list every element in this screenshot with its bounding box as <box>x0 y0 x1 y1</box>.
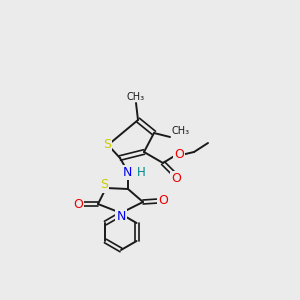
Text: S: S <box>100 178 108 191</box>
Text: CH₃: CH₃ <box>171 126 189 136</box>
Text: N: N <box>116 209 126 223</box>
Text: O: O <box>174 148 184 160</box>
Text: CH₃: CH₃ <box>127 92 145 102</box>
Text: H: H <box>137 167 146 179</box>
Text: O: O <box>73 197 83 211</box>
Text: O: O <box>171 172 181 184</box>
Text: S: S <box>103 139 111 152</box>
Text: O: O <box>158 194 168 208</box>
Text: N: N <box>122 166 132 178</box>
